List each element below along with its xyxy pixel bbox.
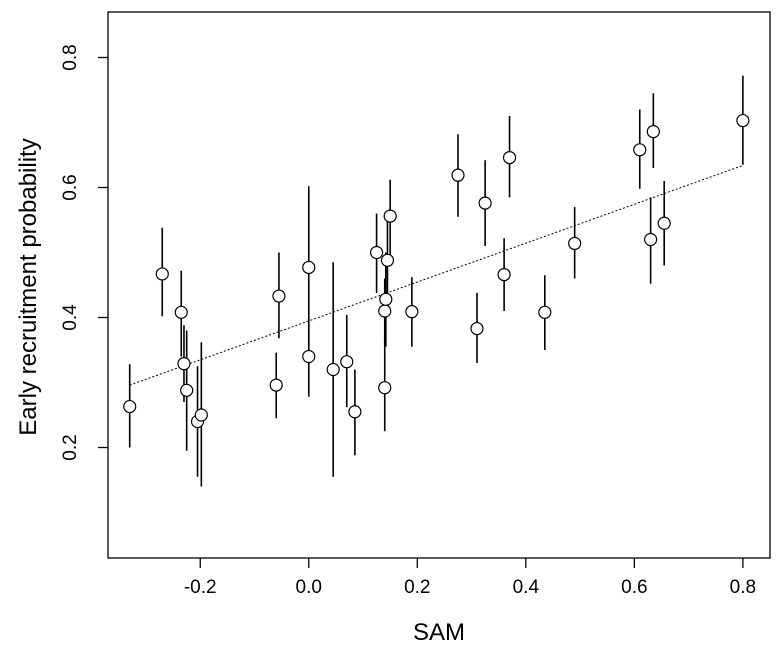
data-point [538,305,552,319]
data-point [269,378,283,392]
data-point [174,305,188,319]
data-point [348,405,362,419]
data-point [302,349,316,364]
y-tick-label: 0.2 [60,434,81,460]
data-point [568,236,582,250]
data-point [657,216,671,230]
data-point [378,304,392,318]
data-point [502,151,517,165]
data-point [194,408,208,422]
data-point [405,305,419,319]
data-point [177,357,191,371]
data-point [378,381,392,395]
data-point [379,292,393,306]
data-point [302,260,316,275]
data-point [736,113,750,128]
x-tick-label: 0.6 [621,577,647,598]
data-point [180,383,194,397]
x-axis-title: SAM [413,619,465,645]
data-point [340,355,354,369]
data-point [272,289,286,303]
data-marks [123,75,750,487]
x-axis-ticks: -0.2 0.0 0.2 0.4 0.6 0.8 [184,558,756,598]
x-tick-label: 0.4 [513,577,540,598]
data-point [123,399,137,414]
data-point [478,196,492,210]
y-axis-ticks: 0.2 0.4 0.6 0.8 [60,44,108,461]
data-point [470,321,484,336]
x-tick-label: 0.0 [296,577,322,598]
y-tick-label: 0.4 [60,304,81,331]
trend-line [129,164,744,386]
plot-frame [107,11,771,559]
y-tick-label: 0.8 [60,44,81,70]
x-tick-label: 0.2 [404,577,430,598]
y-tick-label: 0.6 [60,174,81,200]
y-axis-title: Early recruitment probability [15,138,42,435]
data-point [383,209,397,223]
data-point [633,143,647,157]
data-point [644,232,658,247]
data-point [497,268,511,282]
x-tick-label: 0.8 [730,577,756,598]
data-point [646,125,660,139]
data-point [451,168,465,182]
data-point [369,245,384,260]
data-point [155,267,169,281]
data-point [380,253,395,267]
data-point [326,362,340,377]
x-tick-label: -0.2 [184,577,217,598]
